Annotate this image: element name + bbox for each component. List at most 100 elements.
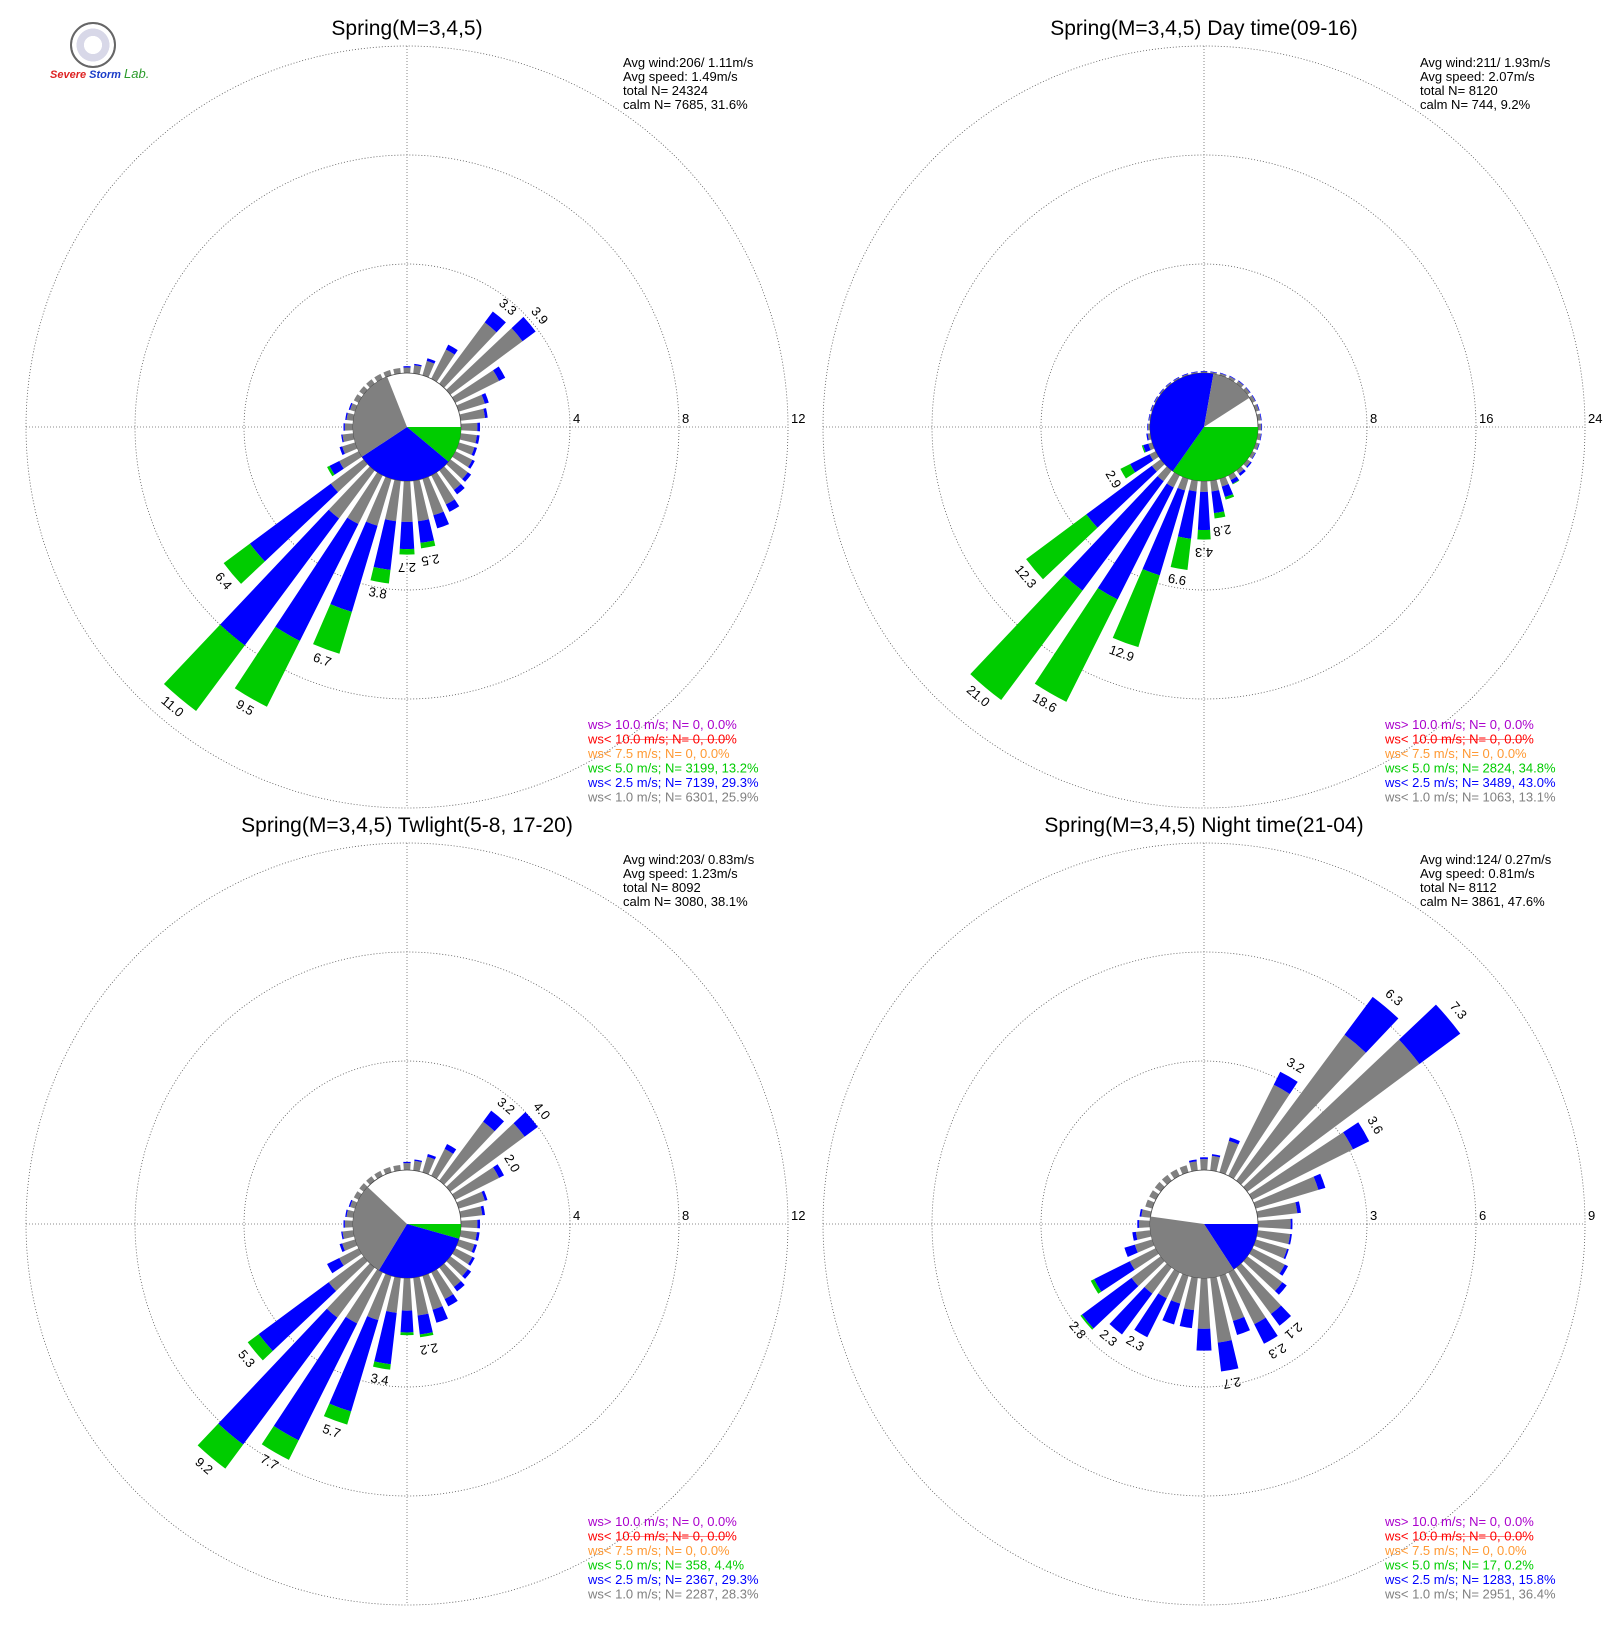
bar-segment	[480, 1205, 486, 1216]
bar-segment	[511, 316, 536, 342]
bar-value-label: 4.3	[1195, 545, 1213, 560]
bar-segment	[1134, 1239, 1155, 1253]
bar-segment	[1142, 487, 1186, 576]
wind-bar-350	[393, 367, 401, 375]
ring-label: 12	[791, 1208, 805, 1223]
legend-entry-6: ws< 1.0 m/s; N= 2951, 36.4%	[1384, 1587, 1556, 1602]
legend-entry-1: ws> 10.0 m/s; N= 0, 0.0%	[1384, 1514, 1534, 1529]
bar-segment	[452, 370, 500, 403]
bar-segment	[1210, 1155, 1220, 1172]
bar-segment	[452, 1248, 473, 1265]
bar-segment	[1246, 461, 1252, 468]
wind-bar-210: 18.6	[1030, 472, 1180, 716]
bar-segment	[1236, 1034, 1366, 1185]
bar-segment	[1210, 1276, 1232, 1343]
wind-bar-300	[1153, 396, 1159, 403]
wind-bar-160	[422, 476, 450, 529]
wind-bar-300	[353, 1191, 362, 1200]
wind-bar-240	[1090, 1248, 1159, 1294]
bar-segment	[374, 1170, 383, 1179]
calm-pie-green	[407, 1224, 461, 1239]
bar-segment	[419, 1332, 434, 1338]
bar-segment	[339, 446, 345, 455]
bar-segment	[347, 472, 383, 525]
bar-segment	[403, 1163, 411, 1171]
calm-pie-blue	[378, 1224, 459, 1278]
calm-pie	[352, 1169, 462, 1279]
bar-segment	[1253, 1176, 1319, 1209]
bar-segment	[339, 451, 362, 469]
bar-segment	[344, 1220, 354, 1228]
bar-segment	[1159, 388, 1164, 394]
bar-segment	[477, 1219, 481, 1229]
bar-segment	[403, 367, 411, 374]
wind-bar-250	[1141, 442, 1155, 453]
bar-segment	[1191, 371, 1198, 374]
legend-entry-2: ws< 10.0 m/s; N= 0, 0.0%	[1384, 1529, 1534, 1544]
wind-bar-230: 6.4	[212, 459, 368, 593]
wind-bar-330	[1170, 1169, 1180, 1179]
bar-segment	[1283, 1248, 1289, 1260]
bar-segment	[1256, 403, 1260, 411]
wind-bar-110	[456, 442, 478, 457]
ring-label: 3	[1370, 1208, 1377, 1223]
bar-segment	[220, 509, 340, 646]
bar-segment	[1344, 996, 1399, 1053]
bar-segment	[401, 1277, 413, 1311]
bar-segment	[374, 373, 383, 382]
bar-segment	[444, 1294, 458, 1307]
bar-segment	[258, 1282, 337, 1351]
logo-storm: Storm	[89, 69, 121, 81]
bar-segment	[1179, 1308, 1195, 1329]
bar-segment	[1157, 466, 1172, 482]
bar-segment	[1221, 484, 1234, 498]
wind-bar-140	[439, 466, 465, 495]
wind-bar-90	[460, 422, 481, 432]
bar-value-label: 3.2	[494, 1094, 517, 1117]
bar-segment	[1129, 1248, 1159, 1270]
wind-bar-240	[327, 451, 362, 477]
calm-n-stat: calm N= 3080, 38.1%	[623, 894, 748, 909]
legend-entry-3: ws< 7.5 m/s; N= 0, 0.0%	[1384, 746, 1527, 761]
calm-n-stat: calm N= 744, 9.2%	[1420, 97, 1531, 112]
wind-bar-190: 6.6	[1167, 479, 1198, 588]
bar-segment	[1181, 373, 1189, 377]
bar-segment	[1256, 1230, 1291, 1245]
wind-bar-120	[452, 451, 475, 469]
wind-bar-350	[393, 1164, 401, 1172]
bar-segment	[452, 451, 473, 468]
bar-segment	[330, 521, 378, 612]
avg-speed-stat: Avg speed: 1.23m/s	[623, 866, 738, 881]
wind-bar-320	[366, 379, 375, 388]
bar-segment	[1139, 1208, 1143, 1217]
wind-bar-190: 3.4	[369, 1276, 401, 1388]
legend-entry-1: ws> 10.0 m/s; N= 0, 0.0%	[587, 717, 737, 732]
wind-bar-200: 6.7	[311, 476, 392, 670]
avg-speed-stat: Avg speed: 0.81m/s	[1420, 866, 1535, 881]
bar-segment	[1147, 423, 1149, 431]
bar-segment	[326, 1263, 375, 1318]
bar-segment	[373, 519, 397, 570]
bar-segment	[342, 1239, 358, 1251]
ring-label: 8	[682, 1208, 689, 1223]
wind-bar-340	[1179, 1165, 1189, 1175]
bar-segment	[477, 422, 481, 432]
bar-segment	[456, 1191, 485, 1209]
bar-segment	[1261, 423, 1263, 431]
bar-segment	[1257, 1218, 1291, 1230]
bar-segment	[1183, 1276, 1198, 1311]
bar-segment	[367, 1273, 392, 1321]
bar-segment	[327, 1257, 344, 1274]
wind-bar-110	[1253, 442, 1260, 451]
bar-segment	[1166, 472, 1180, 488]
bar-segment	[1257, 423, 1262, 431]
bar-segment	[1228, 472, 1237, 481]
bar-segment	[439, 1121, 495, 1185]
bar-segment	[1141, 1209, 1152, 1218]
chart-title: Spring(M=3,4,5) Night time(21-04)	[1044, 814, 1363, 837]
bar-segment	[359, 1183, 368, 1192]
bar-segment	[1189, 1161, 1198, 1172]
bar-segment	[1259, 413, 1262, 421]
bar-segment	[1249, 395, 1256, 403]
wind-bar-90	[1257, 1218, 1293, 1230]
